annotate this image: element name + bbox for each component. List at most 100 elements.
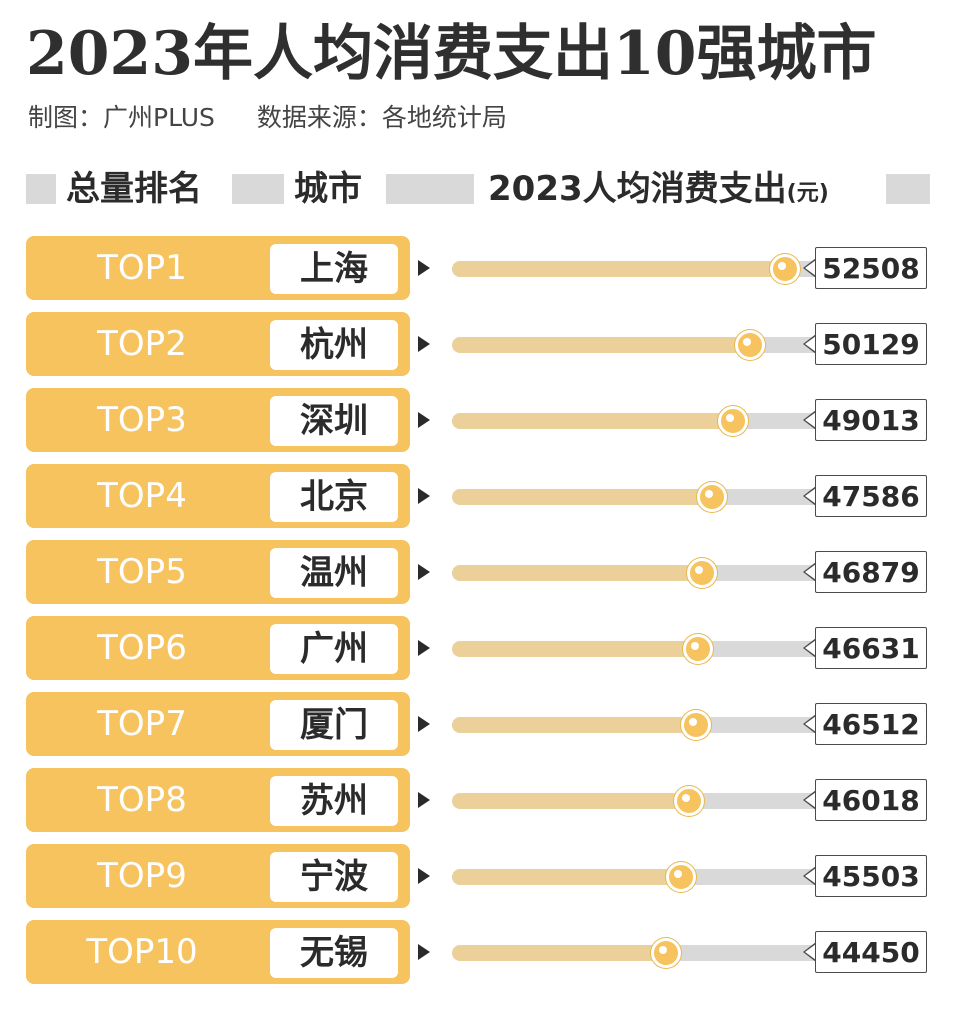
play-arrow-icon <box>418 868 430 884</box>
bar-track <box>452 641 822 657</box>
bar <box>452 717 697 733</box>
bar-end-marker <box>650 938 681 968</box>
bar-end-marker <box>718 406 749 436</box>
bar-end-marker <box>770 254 801 284</box>
play-arrow-icon <box>418 260 430 276</box>
callout-pointer <box>803 790 816 810</box>
bar-track <box>452 413 822 429</box>
bar-track <box>452 793 822 809</box>
callout-pointer <box>803 714 816 734</box>
header-value: 2023人均消费支出(元) <box>488 166 829 217</box>
callout-pointer <box>803 942 816 962</box>
table-row: TOP4 北京 47586 <box>0 464 960 530</box>
city-label: 宁波 <box>270 852 398 902</box>
rank-label: TOP2 <box>97 324 187 364</box>
rank-label: TOP6 <box>97 628 187 668</box>
bar-end-marker <box>683 634 714 664</box>
callout-pointer <box>803 638 816 658</box>
data-label: 46018 <box>815 779 927 821</box>
bar-track <box>452 869 822 885</box>
header-divider <box>886 174 930 204</box>
city-label: 苏州 <box>270 776 398 826</box>
play-arrow-icon <box>418 944 430 960</box>
city-label: 上海 <box>270 244 398 294</box>
play-arrow-icon <box>418 564 430 580</box>
header-value-label: 2023人均消费支出 <box>488 169 787 209</box>
play-arrow-icon <box>418 716 430 732</box>
table-row: TOP6 广州 46631 <box>0 616 960 682</box>
bar-track <box>452 717 822 733</box>
bar-end-marker <box>666 862 697 892</box>
bar-end-marker <box>681 710 712 740</box>
bar-track <box>452 261 822 277</box>
city-label: 深圳 <box>270 396 398 446</box>
data-label: 46879 <box>815 551 927 593</box>
data-label: 49013 <box>815 399 927 441</box>
city-label: 无锡 <box>270 928 398 978</box>
bar <box>452 565 702 581</box>
bar-end-marker <box>734 330 765 360</box>
bar-track <box>452 489 822 505</box>
callout-pointer <box>803 866 816 886</box>
bar <box>452 945 666 961</box>
callout-pointer <box>803 258 816 278</box>
play-arrow-icon <box>418 336 430 352</box>
bar-track <box>452 337 822 353</box>
header-divider <box>232 174 284 204</box>
bar-track <box>452 945 822 961</box>
rank-label: TOP5 <box>97 552 187 592</box>
bar <box>452 793 690 809</box>
rank-label: TOP1 <box>97 248 187 288</box>
rank-label: TOP8 <box>97 780 187 820</box>
callout-pointer <box>803 486 816 506</box>
chart-title: 2023年人均消费支出10强城市 <box>26 19 877 89</box>
city-label: 温州 <box>270 548 398 598</box>
table-row: TOP7 厦门 46512 <box>0 692 960 758</box>
bar-end-marker <box>697 482 728 512</box>
city-label: 广州 <box>270 624 398 674</box>
table-row: TOP8 苏州 46018 <box>0 768 960 834</box>
callout-pointer <box>803 410 816 430</box>
callout-pointer <box>803 334 816 354</box>
table-row: TOP9 宁波 45503 <box>0 844 960 910</box>
table-row: TOP2 杭州 50129 <box>0 312 960 378</box>
rank-label: TOP10 <box>86 932 198 972</box>
bar <box>452 489 713 505</box>
play-arrow-icon <box>418 412 430 428</box>
credits: 制图：广州PLUS 数据来源：各地统计局 <box>28 98 541 138</box>
rank-label: TOP9 <box>97 856 187 896</box>
bar <box>452 413 734 429</box>
bar <box>452 337 750 353</box>
header-divider <box>386 174 474 204</box>
callout-pointer <box>803 562 816 582</box>
data-label: 46631 <box>815 627 927 669</box>
header-rank: 总量排名 <box>66 169 202 209</box>
header-city: 城市 <box>294 169 362 209</box>
table-row: TOP3 深圳 49013 <box>0 388 960 454</box>
header-divider <box>26 174 56 204</box>
bar-end-marker <box>674 786 705 816</box>
play-arrow-icon <box>418 640 430 656</box>
data-label: 47586 <box>815 475 927 517</box>
data-label: 52508 <box>815 247 927 289</box>
play-arrow-icon <box>418 488 430 504</box>
city-label: 北京 <box>270 472 398 522</box>
maker-credit: 制图：广州PLUS <box>28 103 215 132</box>
data-label: 46512 <box>815 703 927 745</box>
bar <box>452 869 682 885</box>
bar-end-marker <box>686 558 717 588</box>
header-unit: (元) <box>786 181 829 206</box>
data-label: 45503 <box>815 855 927 897</box>
bar-track <box>452 565 822 581</box>
play-arrow-icon <box>418 792 430 808</box>
rank-label: TOP3 <box>97 400 187 440</box>
city-label: 厦门 <box>270 700 398 750</box>
table-row: TOP10 无锡 44450 <box>0 920 960 986</box>
rank-label: TOP7 <box>97 704 187 744</box>
city-label: 杭州 <box>270 320 398 370</box>
table-row: TOP1 上海 52508 <box>0 236 960 302</box>
data-label: 44450 <box>815 931 927 973</box>
data-label: 50129 <box>815 323 927 365</box>
bar <box>452 261 786 277</box>
bar <box>452 641 699 657</box>
